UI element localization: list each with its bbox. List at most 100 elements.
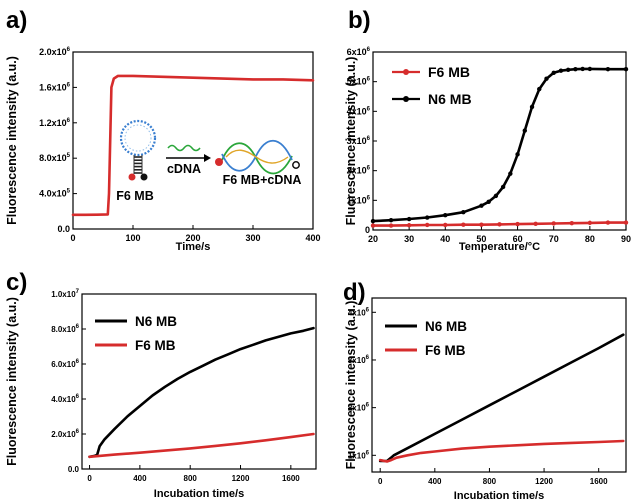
x-tick-label: 0	[378, 477, 383, 486]
y-tick-label: 6.0x106	[51, 359, 79, 369]
tick-exponent: 5	[67, 153, 71, 159]
y-tick-label: 1.2x106	[39, 118, 71, 128]
cdna-strand-icon	[167, 144, 201, 152]
y-axis-label: Fluorescence intensity (a.u.)	[344, 57, 358, 226]
data-point	[544, 76, 549, 81]
y-tick-label: 5x106	[347, 77, 371, 87]
data-point	[515, 152, 520, 157]
legend-label: N6 MB	[425, 319, 467, 334]
tick-exponent: 6	[367, 136, 371, 142]
plot-frame	[371, 297, 627, 473]
data-point	[479, 203, 484, 208]
x-tick-label: 800	[184, 474, 198, 483]
legend-label: N6 MB	[428, 91, 472, 107]
x-tick-label: 800	[483, 477, 497, 486]
y-axis-label: Fluorescence intensity (a.u.)	[5, 56, 19, 225]
x-tick-label: 400	[305, 233, 320, 243]
series-line-n6-mb	[378, 333, 625, 463]
product-label: F6 MB+cDNA	[223, 173, 302, 187]
x-tick-label: 1600	[282, 474, 300, 483]
tick-exponent: 6	[366, 355, 370, 361]
y-tick-label: 4x106	[347, 106, 371, 116]
quencher-icon	[292, 161, 300, 169]
y-tick-label: 3x106	[347, 136, 371, 146]
x-tick-label: 200	[185, 233, 200, 243]
arrow-label: cDNA	[167, 162, 201, 176]
legend-label: N6 MB	[135, 314, 177, 329]
data-point	[605, 220, 611, 225]
chart-panel-d: d) 0 400 800 1200 1600 1x106 2x106 3x106 4x106 Inc…	[343, 279, 627, 500]
data-point	[580, 66, 585, 72]
x-tick-label: 400	[428, 477, 442, 486]
data-point	[533, 221, 538, 226]
data-point	[479, 222, 484, 227]
x-tick-label: 20	[368, 234, 378, 244]
y-tick-label: 4.0x105	[39, 189, 71, 199]
plot-frame	[81, 293, 317, 470]
data-point	[623, 220, 629, 225]
panel-label: b)	[348, 7, 371, 34]
data-point	[515, 221, 520, 227]
tick-exponent: 6	[367, 77, 371, 83]
panel-label: c)	[6, 269, 27, 296]
data-point	[425, 215, 430, 220]
tick-exponent: 5	[67, 189, 71, 195]
x-tick-label: 1600	[590, 477, 608, 486]
chart-panel-a: a) 0 100 200 300 400 0.0 4.0x105 8.0x105 1.2x106 1…	[5, 7, 321, 253]
legend-marker	[403, 69, 409, 75]
legend-label: F6 MB	[135, 338, 176, 353]
y-tick-label: 8.0x105	[39, 153, 71, 163]
panel-label: a)	[6, 7, 27, 34]
tick-exponent: 6	[367, 166, 371, 172]
series-line-n6-mb	[88, 326, 315, 459]
y-tick-label: 1x106	[348, 450, 370, 460]
y-tick-label: 2.0x106	[51, 429, 79, 439]
panel-label: d)	[343, 279, 366, 306]
plot-frame	[372, 51, 627, 231]
tick-exponent: 6	[67, 47, 71, 53]
tick-exponent: 6	[366, 307, 370, 313]
x-tick-label: 80	[585, 234, 595, 244]
legend-marker	[403, 96, 409, 102]
duplex-strand-2	[221, 139, 293, 172]
y-axis-label: Fluorescence intensity (a.u.)	[5, 297, 19, 466]
data-point	[569, 220, 574, 226]
x-tick-label: 300	[245, 233, 260, 243]
tick-exponent: 6	[367, 106, 371, 112]
data-point	[461, 210, 466, 215]
hairpin-loop-inner	[124, 124, 152, 152]
tick-exponent: 6	[76, 429, 80, 435]
x-axis-label: Temperature/°C	[459, 241, 540, 253]
data-point	[493, 193, 499, 199]
data-point	[565, 67, 571, 73]
inset-schematic: F6 MB cDNA F6 MB+cDNA	[116, 119, 302, 203]
x-tick-label: 400	[133, 474, 147, 483]
series-line-n6-mb	[371, 67, 628, 223]
y-tick-label: 1.0x107	[51, 289, 79, 299]
x-axis-label: Incubation time/s	[154, 488, 244, 500]
duplex-strand-3	[225, 149, 289, 164]
series-line-f6-mb	[88, 432, 315, 459]
data-point	[623, 67, 629, 72]
y-axis-label: Fluorescence intensity (a.u.)	[344, 301, 358, 470]
data-point	[551, 221, 556, 226]
data-point	[529, 104, 535, 110]
data-point	[537, 86, 542, 92]
data-point	[425, 222, 430, 228]
x-tick-label: 0	[70, 233, 75, 243]
y-tick-label: 2x106	[348, 403, 370, 413]
tick-exponent: 6	[366, 403, 370, 409]
series-line-f6-mb	[378, 439, 625, 463]
data-point	[406, 216, 412, 222]
data-point	[388, 218, 394, 223]
x-tick-label: 1200	[232, 474, 250, 483]
x-tick-label: 50	[476, 234, 486, 244]
legend-label: F6 MB	[425, 343, 466, 358]
data-point	[587, 66, 593, 72]
data-point	[370, 223, 376, 228]
arrowhead-icon	[204, 154, 211, 162]
y-tick-label: 2.0x106	[39, 47, 71, 57]
y-tick-label: 1x106	[347, 195, 371, 205]
tick-exponent: 6	[67, 118, 71, 124]
fluorophore-icon	[128, 173, 136, 181]
